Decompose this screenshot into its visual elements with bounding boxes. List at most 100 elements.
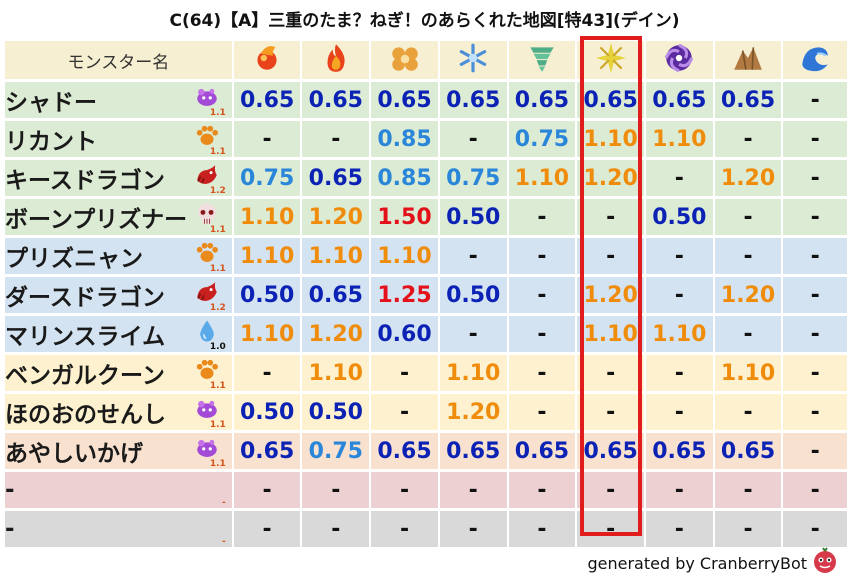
monster-name: プリズニャン [5, 246, 143, 272]
table-header-row: モンスター名 [5, 41, 847, 79]
resistance-value: 0.65 [233, 433, 301, 469]
resistance-value: 1.10 [714, 355, 782, 391]
table-row: マリンスライム 1.0 1.10 1.20 0.60- -1.10 1.10- - [5, 316, 847, 352]
monster-type-badge: 1.1 [194, 84, 226, 118]
resistance-value: - [371, 355, 438, 391]
resistance-value: - [783, 82, 847, 118]
resistance-value: - [233, 355, 301, 391]
resistance-value: 0.65 [371, 433, 438, 469]
monster-name-cell: ボーンプリズナー 1.1 [5, 199, 232, 235]
resistance-value: 0.65 [577, 82, 644, 118]
resistance-value: 1.10 [233, 238, 301, 274]
monster-level: 1.1 [209, 108, 226, 118]
monster-type-badge: - [194, 474, 226, 508]
monster-name: リカント [5, 129, 97, 155]
resistance-value: 0.65 [439, 433, 507, 469]
resistance-value: 0.50 [302, 394, 370, 430]
column-header-8 [714, 41, 782, 79]
resistance-value: 1.20 [302, 199, 370, 235]
monster-name: シャドー [5, 90, 97, 116]
resistance-value: 1.20 [302, 316, 370, 352]
resistance-value: 1.10 [577, 316, 644, 352]
resistance-value: 0.65 [302, 82, 370, 118]
column-highlight-box [580, 36, 642, 536]
resistance-value: 1.25 [371, 277, 438, 313]
resistance-value: 0.50 [439, 277, 507, 313]
monster-name-cell: リカント 1.1 [5, 121, 232, 157]
resistance-value: 0.50 [233, 394, 301, 430]
resistance-value: - [783, 160, 847, 196]
resistance-value: 0.75 [302, 433, 370, 469]
table-row: ----------- [5, 472, 847, 508]
paw-icon [196, 125, 218, 145]
column-header-2 [302, 41, 370, 79]
resistance-value: 0.60 [371, 316, 438, 352]
monster-name: キースドラゴン [5, 168, 165, 194]
column-header-4 [439, 41, 507, 79]
resistance-value: - [783, 277, 847, 313]
resistance-value: - [371, 394, 438, 430]
table-body: シャドー 1.1 0.65 0.65 0.65 0.65 0.65 0.65 0.65 0.65-… [5, 82, 847, 547]
monster-type-badge: 1.1 [194, 357, 226, 391]
resistance-value: - [645, 472, 713, 508]
resistance-value: - [714, 238, 782, 274]
resistance-value: 0.85 [371, 121, 438, 157]
resistance-value: - [508, 355, 576, 391]
monster-name-cell: -- [5, 511, 232, 547]
resistance-value: - [371, 511, 438, 547]
resistance-value: 1.10 [645, 316, 713, 352]
monster-type-badge: 1.1 [194, 396, 226, 430]
resistance-value: - [508, 394, 576, 430]
column-header-name: モンスター名 [5, 41, 232, 79]
monster-name-cell: あやしいかげ 1.1 [5, 433, 232, 469]
cranberry-bot-icon [814, 547, 836, 573]
resistance-value: - [577, 394, 644, 430]
water-drop-icon [199, 320, 214, 342]
monster-name: あやしいかげ [5, 441, 143, 467]
monster-type-badge: 1.2 [194, 162, 226, 196]
resistance-value: 0.50 [645, 199, 713, 235]
flame-icon [327, 44, 345, 72]
page-title: C(64)【A】三重のたま？ねぎ！のあらくれた地図[特43](デイン) [169, 11, 680, 31]
monster-name: ダースドラゴン [5, 285, 165, 311]
resistance-value: 1.10 [233, 316, 301, 352]
resistance-value: - [783, 394, 847, 430]
monster-type-badge: 1.1 [194, 240, 226, 274]
monster-name-cell: シャドー 1.1 [5, 82, 232, 118]
resistance-value: 0.65 [302, 277, 370, 313]
resistance-value: - [577, 472, 644, 508]
monster-level: 1.1 [209, 147, 226, 157]
resistance-value: 1.10 [371, 238, 438, 274]
resistance-value: - [714, 394, 782, 430]
resistance-value: 1.10 [577, 121, 644, 157]
resistance-value: - [783, 472, 847, 508]
resistance-value: - [508, 199, 576, 235]
resistance-value: 1.20 [714, 160, 782, 196]
resistance-value: - [371, 472, 438, 508]
resistance-value: - [439, 472, 507, 508]
monster-level: 1.2 [209, 186, 226, 196]
monster-type-badge: 1.1 [194, 435, 226, 469]
resistance-value: - [439, 511, 507, 547]
table-row: ベンガルクーン 1.1-1.10-1.10- - -1.10- [5, 355, 847, 391]
snowflake-icon [459, 43, 487, 73]
resistance-value: - [783, 121, 847, 157]
column-header-5 [508, 41, 576, 79]
resistance-value: - [645, 355, 713, 391]
tornado-icon [530, 47, 554, 72]
footer-credit: generated by CranberryBot [587, 554, 807, 573]
monster-level: 1.1 [209, 264, 226, 274]
resistance-value: - [577, 511, 644, 547]
table-row: プリズニャン 1.1 1.10 1.10 1.10- - - - - - [5, 238, 847, 274]
resistance-value: - [439, 238, 507, 274]
resistance-value: - [577, 355, 644, 391]
resistance-value: 0.75 [233, 160, 301, 196]
column-header-7 [645, 41, 713, 79]
column-header-9 [783, 41, 847, 79]
resistance-value: - [577, 238, 644, 274]
resistance-value: - [783, 433, 847, 469]
monster-type-badge: - [194, 513, 226, 547]
slime-ghost-icon [197, 88, 217, 106]
resistance-value: - [233, 511, 301, 547]
resistance-value: - [233, 121, 301, 157]
